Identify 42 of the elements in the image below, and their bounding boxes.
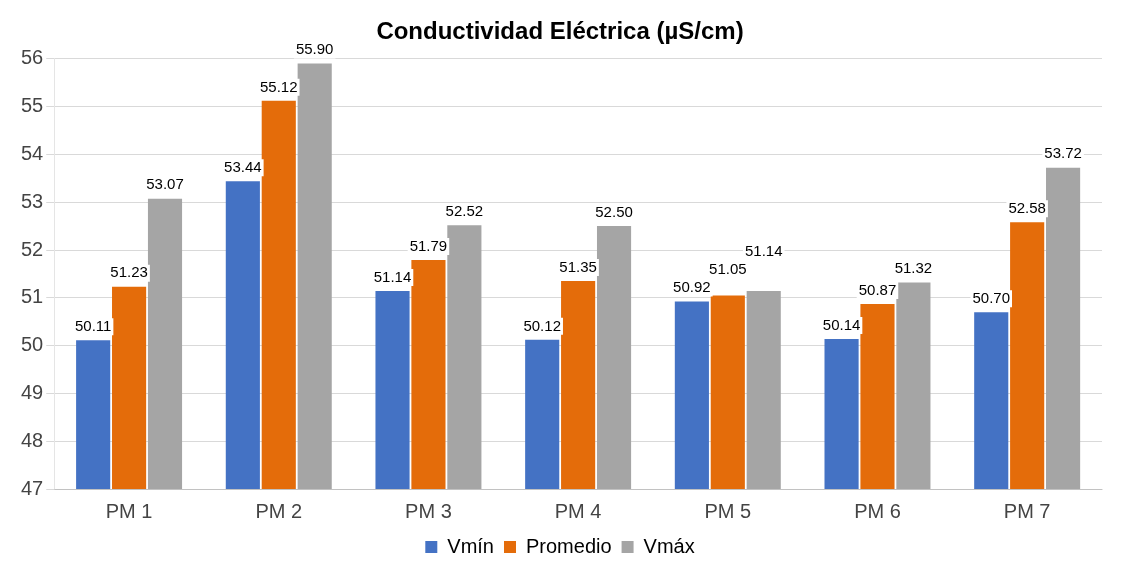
x-tick-label: PM 3 — [405, 499, 452, 522]
x-tick-label: PM 6 — [854, 499, 901, 522]
data-label: 55.90 — [295, 40, 334, 58]
chart-title: Conductividad Eléctrica (µS/cm) — [376, 17, 744, 45]
data-label: 51.23 — [110, 263, 148, 281]
y-tick-label: 56 — [21, 46, 44, 69]
data-label: 51.14 — [373, 267, 412, 285]
data-label: 51.79 — [409, 236, 448, 254]
data-label: 53.72 — [1044, 144, 1082, 162]
data-label: 50.92 — [673, 278, 711, 296]
data-label: 52.52 — [445, 201, 484, 219]
x-tick-label: PM 1 — [105, 499, 153, 522]
data-label: 50.70 — [972, 288, 1011, 306]
data-label: 52.58 — [1008, 198, 1046, 216]
x-tick-label: PM 4 — [554, 499, 602, 522]
y-tick-label: 54 — [21, 141, 44, 164]
data-label: 51.05 — [709, 260, 747, 278]
data-label: 52.50 — [595, 202, 633, 220]
legend-label: Vmáx — [643, 534, 695, 557]
data-label: 51.35 — [559, 257, 597, 275]
x-tick-label: PM 7 — [1003, 499, 1051, 522]
x-tick-label: PM 2 — [255, 499, 303, 522]
data-label: 51.32 — [894, 259, 933, 277]
data-label: 55.12 — [259, 77, 298, 95]
data-label: 53.07 — [146, 175, 184, 193]
data-label: 50.12 — [523, 316, 561, 334]
data-label: 51.14 — [744, 242, 783, 260]
y-tick-label: 47 — [21, 476, 44, 499]
data-label: 53.44 — [224, 157, 262, 175]
y-tick-label: 49 — [21, 380, 44, 403]
y-tick-label: 50 — [21, 333, 44, 356]
data-label: 50.11 — [74, 316, 112, 334]
legend-label: Vmín — [447, 534, 494, 557]
y-tick-label: 55 — [21, 94, 44, 117]
x-tick-label: PM 5 — [704, 499, 752, 522]
y-tick-label: 48 — [21, 428, 44, 451]
y-tick-label: 52 — [21, 237, 44, 260]
y-tick-label: 53 — [21, 189, 44, 212]
data-label: 50.87 — [858, 280, 897, 298]
legend-label: Promedio — [525, 534, 612, 557]
data-label: 50.14 — [822, 315, 861, 333]
y-tick-label: 51 — [21, 285, 44, 308]
